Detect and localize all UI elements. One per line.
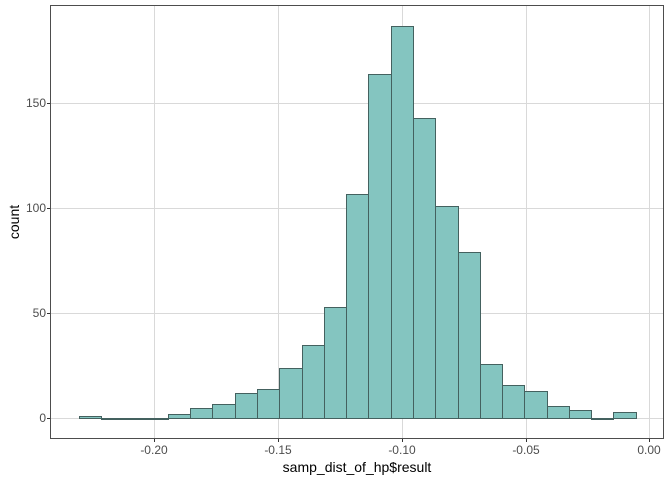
histogram-bar (324, 307, 347, 419)
y-tick-mark (47, 418, 50, 419)
histogram-bar (302, 345, 325, 419)
histogram-bar (123, 418, 147, 420)
histogram-bar (613, 412, 637, 419)
x-tick-mark (277, 439, 279, 442)
y-tick-label: 50 (32, 306, 46, 320)
histogram-bar (346, 194, 369, 419)
x-gridline (153, 6, 155, 438)
histogram-bar (168, 414, 191, 419)
histogram-bar (391, 26, 414, 419)
y-tick-mark (47, 103, 50, 104)
x-gridline (277, 6, 279, 438)
y-tick-label: 150 (25, 96, 46, 110)
x-tick-label: -0.10 (388, 443, 416, 457)
histogram-bar (569, 410, 592, 419)
y-gridline (51, 103, 663, 104)
histogram-bar (458, 252, 481, 419)
y-tick-mark (47, 313, 50, 314)
histogram-bar (190, 408, 213, 419)
x-axis-title: samp_dist_of_hp$result (282, 459, 432, 475)
y-tick-label: 100 (25, 201, 46, 215)
histogram-bar (257, 389, 280, 419)
histogram-bar (435, 206, 459, 419)
histogram-bar (235, 393, 258, 419)
x-tick-label: -0.05 (512, 443, 540, 457)
y-tick-mark (47, 208, 50, 209)
x-tick-label: 0.00 (637, 443, 661, 457)
histogram-bar (368, 74, 392, 419)
histogram-bar (480, 364, 503, 419)
x-tick-label: -0.20 (140, 443, 168, 457)
x-tick-mark (525, 439, 527, 442)
x-tick-mark (648, 439, 650, 442)
x-tick-label: -0.15 (264, 443, 292, 457)
histogram-bar (591, 418, 614, 420)
histogram-bar (502, 385, 525, 419)
histogram-bar (524, 391, 548, 419)
histogram-bar (212, 404, 236, 419)
histogram-bar (101, 418, 124, 420)
x-gridline (648, 6, 650, 438)
histogram-bar (413, 118, 436, 419)
x-gridline (525, 6, 527, 438)
y-axis-title: count (6, 204, 22, 240)
y-tick-label: 0 (39, 411, 46, 425)
x-tick-mark (401, 439, 403, 442)
plot-panel (50, 5, 664, 439)
histogram-bar (79, 416, 102, 419)
histogram-bar (146, 418, 169, 420)
histogram-bar (279, 368, 303, 419)
x-tick-mark (153, 439, 155, 442)
histogram-bar (547, 406, 570, 419)
